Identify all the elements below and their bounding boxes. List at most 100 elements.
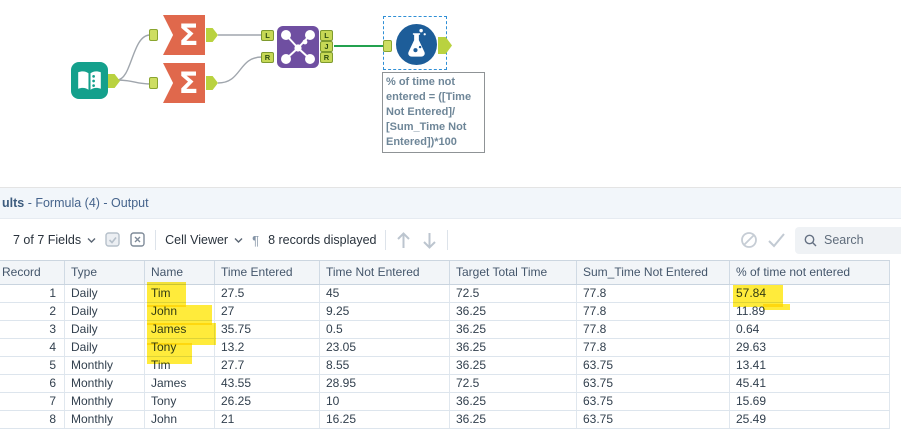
formula-input-anchor[interactable] bbox=[383, 40, 392, 52]
formula-annotation[interactable]: % of time not entered = ([Time Not Enter… bbox=[382, 72, 485, 153]
table-row[interactable]: 7 Monthly Tony 26.25 10 36.25 63.75 15.69 bbox=[0, 393, 890, 411]
join-output-right-anchor[interactable]: R bbox=[320, 52, 333, 63]
table-cell[interactable]: Tim bbox=[145, 285, 215, 302]
workflow-canvas[interactable]: Σ Σ L R L J R bbox=[0, 0, 901, 187]
summarize1-output-anchor[interactable] bbox=[206, 28, 218, 42]
table-cell[interactable]: 29.63 bbox=[730, 339, 890, 356]
whitespace-toggle-icon[interactable]: ¶ bbox=[252, 232, 260, 248]
table-cell[interactable]: 35.75 bbox=[215, 321, 320, 338]
table-cell[interactable]: Tim bbox=[145, 357, 215, 374]
table-cell[interactable]: John bbox=[145, 411, 215, 428]
table-cell[interactable]: Daily bbox=[65, 303, 145, 320]
table-cell[interactable]: 43.55 bbox=[215, 375, 320, 392]
table-cell[interactable]: 2 bbox=[0, 303, 65, 320]
arrow-up-icon[interactable] bbox=[395, 231, 412, 250]
table-cell[interactable]: 3 bbox=[0, 321, 65, 338]
table-cell[interactable]: 7 bbox=[0, 393, 65, 410]
table-cell[interactable]: 36.25 bbox=[450, 339, 577, 356]
summarize-tool-1[interactable]: Σ bbox=[163, 15, 205, 55]
table-cell[interactable]: 72.5 bbox=[450, 285, 577, 302]
table-cell[interactable]: 5 bbox=[0, 357, 65, 374]
table-cell[interactable]: 0.64 bbox=[730, 321, 890, 338]
table-row[interactable]: 2 Daily John 27 9.25 36.25 77.8 11.89 bbox=[0, 303, 890, 321]
arrow-down-icon[interactable] bbox=[421, 231, 438, 250]
table-cell[interactable]: 63.75 bbox=[577, 357, 730, 374]
table-cell[interactable]: 63.75 bbox=[577, 411, 730, 428]
cell-viewer-dropdown[interactable]: Cell Viewer bbox=[165, 233, 243, 247]
column-header[interactable]: Time Entered bbox=[215, 261, 320, 284]
table-cell[interactable]: 11.89 bbox=[730, 303, 890, 320]
table-cell[interactable]: Monthly bbox=[65, 357, 145, 374]
table-cell[interactable]: 36.25 bbox=[450, 303, 577, 320]
table-cell[interactable]: Monthly bbox=[65, 393, 145, 410]
table-cell[interactable]: 1 bbox=[0, 285, 65, 302]
select-all-checkbox-icon[interactable] bbox=[105, 232, 121, 248]
table-cell[interactable]: 77.8 bbox=[577, 321, 730, 338]
table-cell[interactable]: 27.5 bbox=[215, 285, 320, 302]
table-cell[interactable]: John bbox=[145, 303, 215, 320]
search-input[interactable] bbox=[824, 233, 899, 247]
table-row[interactable]: 8 Monthly John 21 16.25 36.25 63.75 25.49 bbox=[0, 411, 890, 429]
column-header[interactable]: Record bbox=[0, 261, 65, 284]
table-cell[interactable]: 13.41 bbox=[730, 357, 890, 374]
table-cell[interactable]: Daily bbox=[65, 321, 145, 338]
table-cell[interactable]: 26.25 bbox=[215, 393, 320, 410]
table-cell[interactable]: 4 bbox=[0, 339, 65, 356]
column-header[interactable]: Time Not Entered bbox=[320, 261, 450, 284]
table-cell[interactable]: 27.7 bbox=[215, 357, 320, 374]
table-cell[interactable]: 27 bbox=[215, 303, 320, 320]
table-cell[interactable]: 25.49 bbox=[730, 411, 890, 428]
table-cell[interactable]: Daily bbox=[65, 285, 145, 302]
table-cell[interactable]: 9.25 bbox=[320, 303, 450, 320]
table-cell[interactable]: 15.69 bbox=[730, 393, 890, 410]
table-cell[interactable]: 10 bbox=[320, 393, 450, 410]
table-cell[interactable]: 21 bbox=[215, 411, 320, 428]
summarize2-output-anchor[interactable] bbox=[206, 76, 218, 90]
table-row[interactable]: 4 Daily Tony 13.2 23.05 36.25 77.8 29.63 bbox=[0, 339, 890, 357]
table-cell[interactable]: 28.95 bbox=[320, 375, 450, 392]
column-header[interactable]: Name bbox=[145, 261, 215, 284]
table-cell[interactable]: James bbox=[145, 321, 215, 338]
formula-tool[interactable] bbox=[396, 24, 437, 65]
table-row[interactable]: 6 Monthly James 43.55 28.95 72.5 63.75 45.41 bbox=[0, 375, 890, 393]
table-cell[interactable]: 36.25 bbox=[450, 411, 577, 428]
summarize2-input-anchor[interactable] bbox=[149, 77, 158, 89]
table-cell[interactable]: 63.75 bbox=[577, 393, 730, 410]
formula-output-anchor[interactable] bbox=[438, 37, 452, 54]
table-cell[interactable]: 57.84 bbox=[730, 285, 890, 302]
table-cell[interactable]: 77.8 bbox=[577, 339, 730, 356]
table-cell[interactable]: Tony bbox=[145, 393, 215, 410]
table-cell[interactable]: 23.05 bbox=[320, 339, 450, 356]
cancel-icon[interactable] bbox=[740, 231, 758, 249]
summarize1-input-anchor[interactable] bbox=[149, 29, 158, 41]
join-tool[interactable] bbox=[277, 26, 319, 68]
table-cell[interactable]: 36.25 bbox=[450, 321, 577, 338]
table-cell[interactable]: Tony bbox=[145, 339, 215, 356]
deselect-box-icon[interactable] bbox=[130, 232, 146, 248]
table-cell[interactable]: 36.25 bbox=[450, 393, 577, 410]
column-header[interactable]: Type bbox=[65, 261, 145, 284]
table-cell[interactable]: Daily bbox=[65, 339, 145, 356]
column-header[interactable]: Target Total Time bbox=[450, 261, 577, 284]
table-cell[interactable]: 77.8 bbox=[577, 285, 730, 302]
table-cell[interactable]: 63.75 bbox=[577, 375, 730, 392]
table-cell[interactable]: 77.8 bbox=[577, 303, 730, 320]
table-cell[interactable]: 16.25 bbox=[320, 411, 450, 428]
search-box[interactable] bbox=[795, 226, 901, 254]
join-output-join-anchor[interactable]: J bbox=[320, 41, 333, 52]
table-cell[interactable]: James bbox=[145, 375, 215, 392]
table-row[interactable]: 3 Daily James 35.75 0.5 36.25 77.8 0.64 bbox=[0, 321, 890, 339]
fields-dropdown[interactable]: 7 of 7 Fields bbox=[13, 233, 96, 247]
table-cell[interactable]: 36.25 bbox=[450, 357, 577, 374]
input-output-anchor[interactable] bbox=[108, 74, 120, 88]
table-cell[interactable]: 45 bbox=[320, 285, 450, 302]
join-output-left-anchor[interactable]: L bbox=[320, 30, 333, 41]
table-cell[interactable]: Monthly bbox=[65, 411, 145, 428]
table-cell[interactable]: 8.55 bbox=[320, 357, 450, 374]
table-cell[interactable]: Monthly bbox=[65, 375, 145, 392]
table-cell[interactable]: 8 bbox=[0, 411, 65, 428]
table-cell[interactable]: 0.5 bbox=[320, 321, 450, 338]
join-input-left-anchor[interactable]: L bbox=[261, 30, 274, 41]
input-data-tool[interactable] bbox=[71, 62, 108, 99]
table-cell[interactable]: 6 bbox=[0, 375, 65, 392]
